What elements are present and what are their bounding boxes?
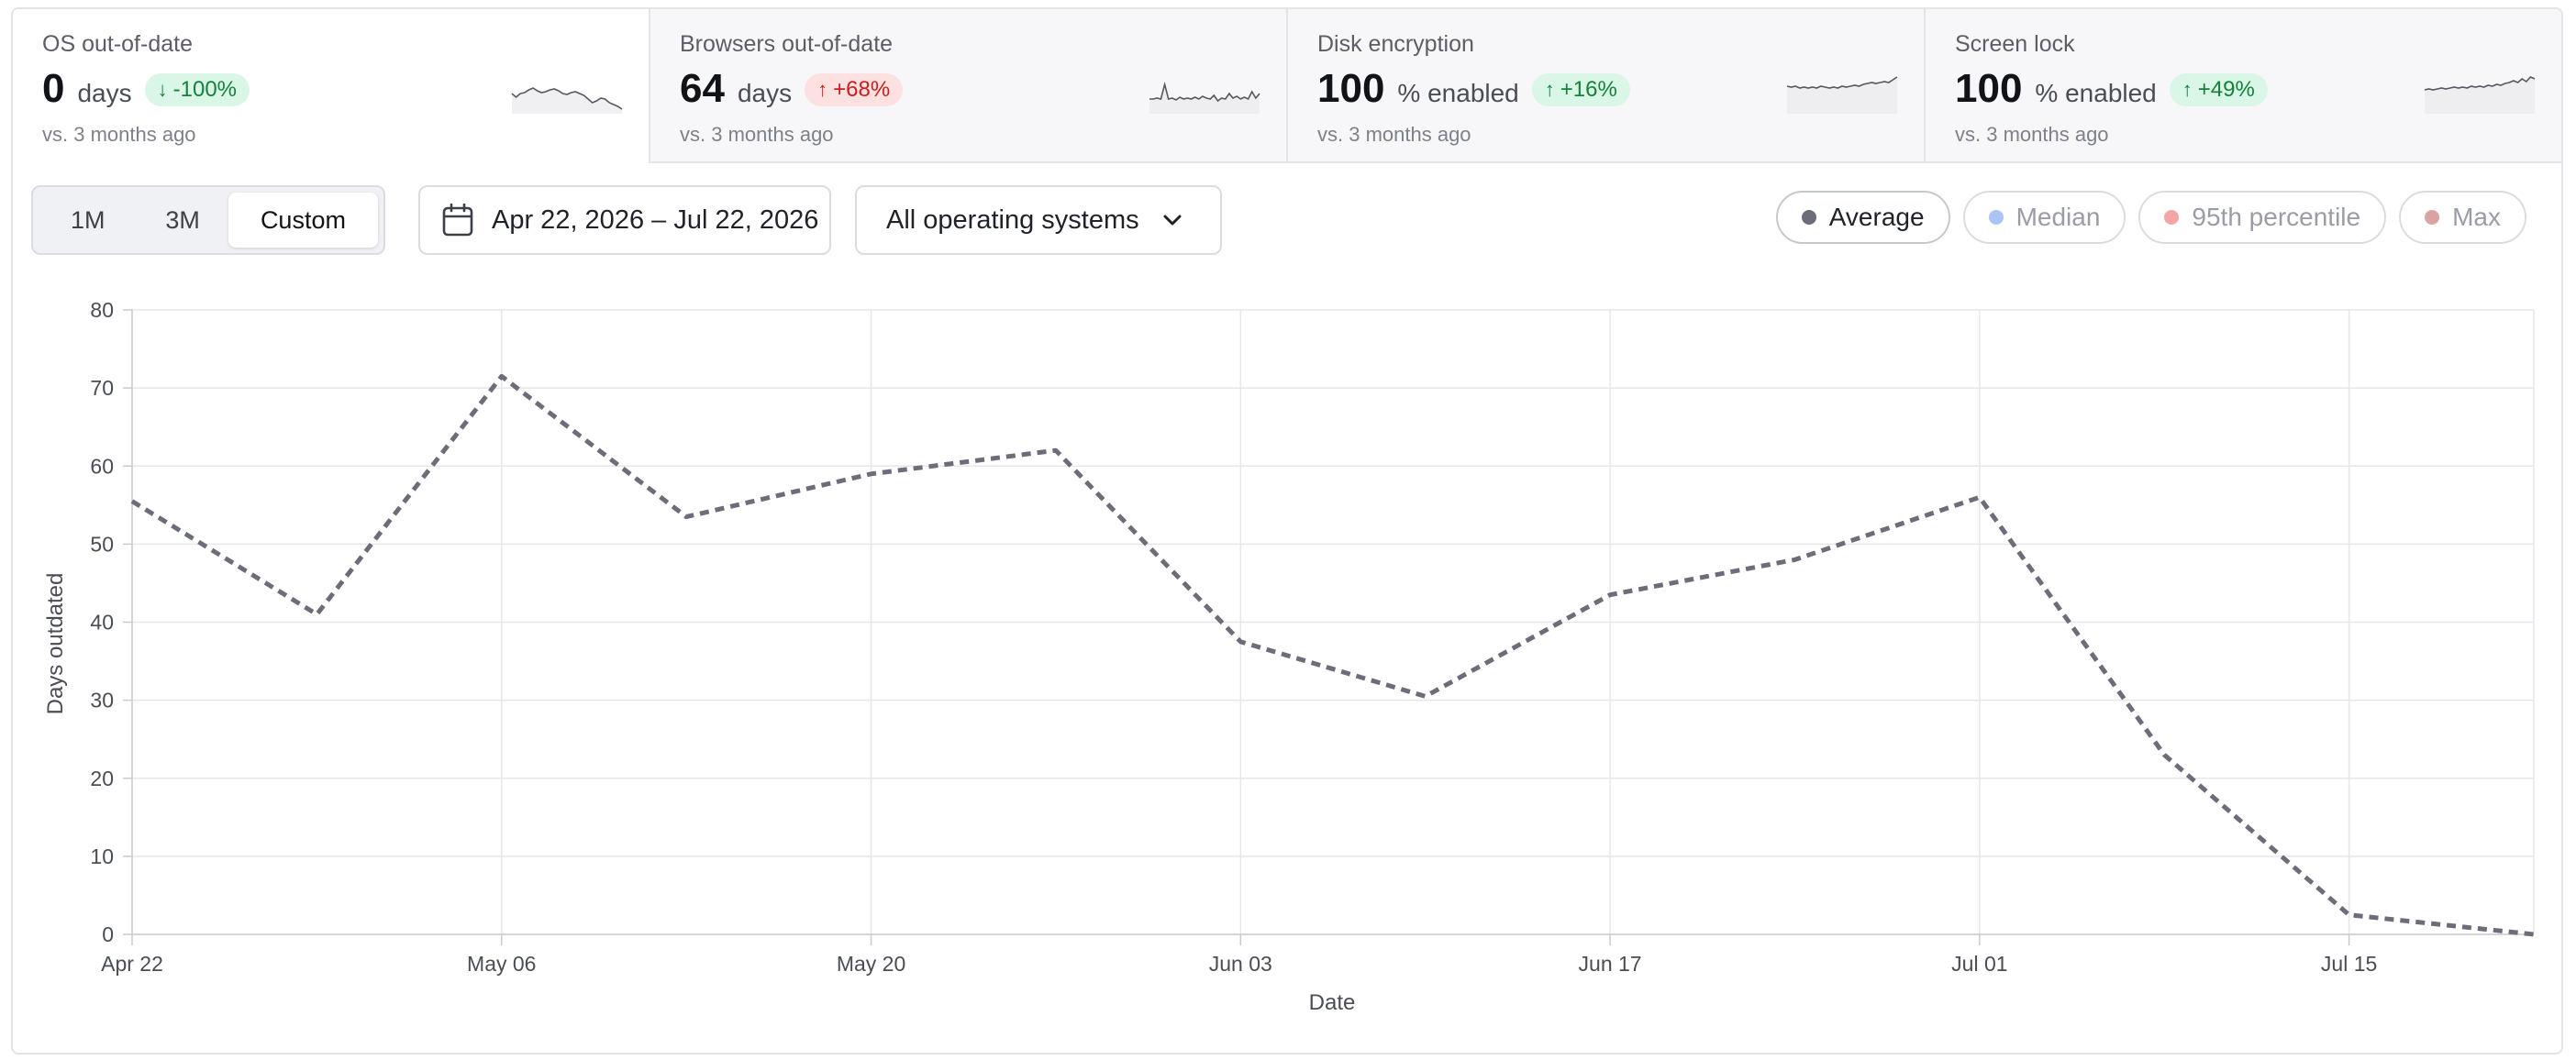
sparkline bbox=[1786, 76, 1898, 114]
os-filter-label: All operating systems bbox=[886, 204, 1139, 235]
metric-value-row: 100 % enabled ↑ +49% bbox=[1955, 66, 2268, 112]
metric-title: Disk encryption bbox=[1317, 31, 1474, 57]
sparkline-line bbox=[2424, 76, 2536, 91]
dashboard-card: OS out-of-date 0 days ↓ -100% vs. 3 month… bbox=[11, 7, 2563, 1054]
range-selector: 1M 3M Custom bbox=[31, 185, 385, 255]
range-tab-custom[interactable]: Custom bbox=[228, 193, 379, 248]
metric-value-row: 64 days ↑ +68% bbox=[680, 66, 904, 112]
change-badge: ↑ +16% bbox=[1531, 73, 1630, 106]
legend-label: Median bbox=[2015, 203, 2101, 231]
calendar-icon bbox=[442, 204, 473, 237]
chart-controls: 1M 3M Custom Apr 22, 2026 – Jul 22, 2026… bbox=[31, 185, 2526, 255]
legend-dot bbox=[1988, 210, 2004, 225]
chevron-down-icon bbox=[1163, 215, 1182, 226]
date-range-picker[interactable]: Apr 22, 2026 – Jul 22, 2026 bbox=[418, 185, 831, 255]
legend-label: Average bbox=[1828, 203, 1925, 231]
sparkline-line bbox=[1149, 81, 1260, 103]
metric-value: 100 bbox=[1317, 66, 1385, 111]
sparkline bbox=[511, 87, 623, 114]
series-legend: Average Median 95th percentile Max bbox=[1775, 191, 2526, 248]
legend-dot bbox=[1801, 210, 1816, 225]
change-badge: ↑ +49% bbox=[2169, 73, 2268, 106]
metric-tabs: OS out-of-date 0 days ↓ -100% vs. 3 month… bbox=[13, 9, 2561, 163]
sparkline-line bbox=[511, 87, 623, 110]
arrow-up-icon: ↑ bbox=[817, 78, 828, 101]
sparkline-area bbox=[1149, 84, 1260, 114]
change-badge: ↑ +68% bbox=[805, 73, 904, 106]
metric-unit: % enabled bbox=[1397, 79, 1519, 107]
legend-dot bbox=[2425, 210, 2440, 225]
sparkline-area bbox=[1787, 77, 1897, 114]
change-value: +49% bbox=[2197, 77, 2255, 102]
metric-title: OS out-of-date bbox=[42, 31, 193, 57]
metric-value: 64 bbox=[680, 66, 725, 111]
change-value: -100% bbox=[172, 77, 238, 102]
arrow-up-icon: ↑ bbox=[1544, 78, 1555, 101]
metric-screen-lock[interactable]: Screen lock 100 % enabled ↑ +49% vs. 3 mo… bbox=[1924, 9, 2561, 163]
metric-comparison: vs. 3 months ago bbox=[42, 123, 196, 146]
metric-unit: days bbox=[737, 79, 793, 107]
sparkline bbox=[1149, 81, 1260, 114]
metric-comparison: vs. 3 months ago bbox=[680, 123, 834, 146]
change-value: +16% bbox=[1560, 77, 1617, 102]
arrow-down-icon: ↓ bbox=[157, 78, 168, 101]
legend-median[interactable]: Median bbox=[1962, 191, 2126, 244]
metric-value: 0 bbox=[42, 66, 65, 111]
legend-average[interactable]: Average bbox=[1775, 191, 1950, 244]
metric-unit: days bbox=[77, 79, 132, 107]
legend-label: 95th percentile bbox=[2192, 203, 2361, 231]
legend-dot bbox=[2164, 210, 2180, 225]
legend-label: Max bbox=[2452, 203, 2501, 231]
metric-unit: % enabled bbox=[2035, 79, 2157, 107]
metric-comparison: vs. 3 months ago bbox=[1317, 123, 1471, 146]
os-filter-dropdown[interactable]: All operating systems bbox=[855, 185, 1222, 255]
legend-95th-percentile[interactable]: 95th percentile bbox=[2138, 191, 2387, 244]
change-badge: ↓ -100% bbox=[144, 73, 250, 106]
range-tab-1m[interactable]: 1M bbox=[70, 205, 105, 234]
date-range-label: Apr 22, 2026 – Jul 22, 2026 bbox=[492, 204, 819, 235]
metric-browsers-out-of-date[interactable]: Browsers out-of-date 64 days ↑ +68% vs. 3… bbox=[649, 9, 1286, 163]
metric-value-row: 100 % enabled ↑ +16% bbox=[1317, 66, 1630, 112]
metric-title: Screen lock bbox=[1955, 31, 2075, 57]
change-value: +68% bbox=[833, 77, 891, 102]
metric-value: 100 bbox=[1955, 66, 2023, 111]
metric-disk-encryption[interactable]: Disk encryption 100 % enabled ↑ +16% vs. … bbox=[1286, 9, 1924, 163]
sparkline bbox=[2424, 76, 2536, 114]
sparkline-area bbox=[512, 88, 622, 114]
metric-title: Browsers out-of-date bbox=[680, 31, 894, 57]
legend-max[interactable]: Max bbox=[2399, 191, 2526, 244]
sparkline-area bbox=[2425, 77, 2535, 114]
arrow-up-icon: ↑ bbox=[2182, 78, 2193, 101]
metric-os-out-of-date[interactable]: OS out-of-date 0 days ↓ -100% vs. 3 month… bbox=[13, 9, 649, 163]
metric-value-row: 0 days ↓ -100% bbox=[42, 66, 250, 112]
range-tab-3m[interactable]: 3M bbox=[165, 205, 200, 234]
sparkline-line bbox=[1786, 76, 1898, 89]
metric-comparison: vs. 3 months ago bbox=[1955, 123, 2109, 146]
